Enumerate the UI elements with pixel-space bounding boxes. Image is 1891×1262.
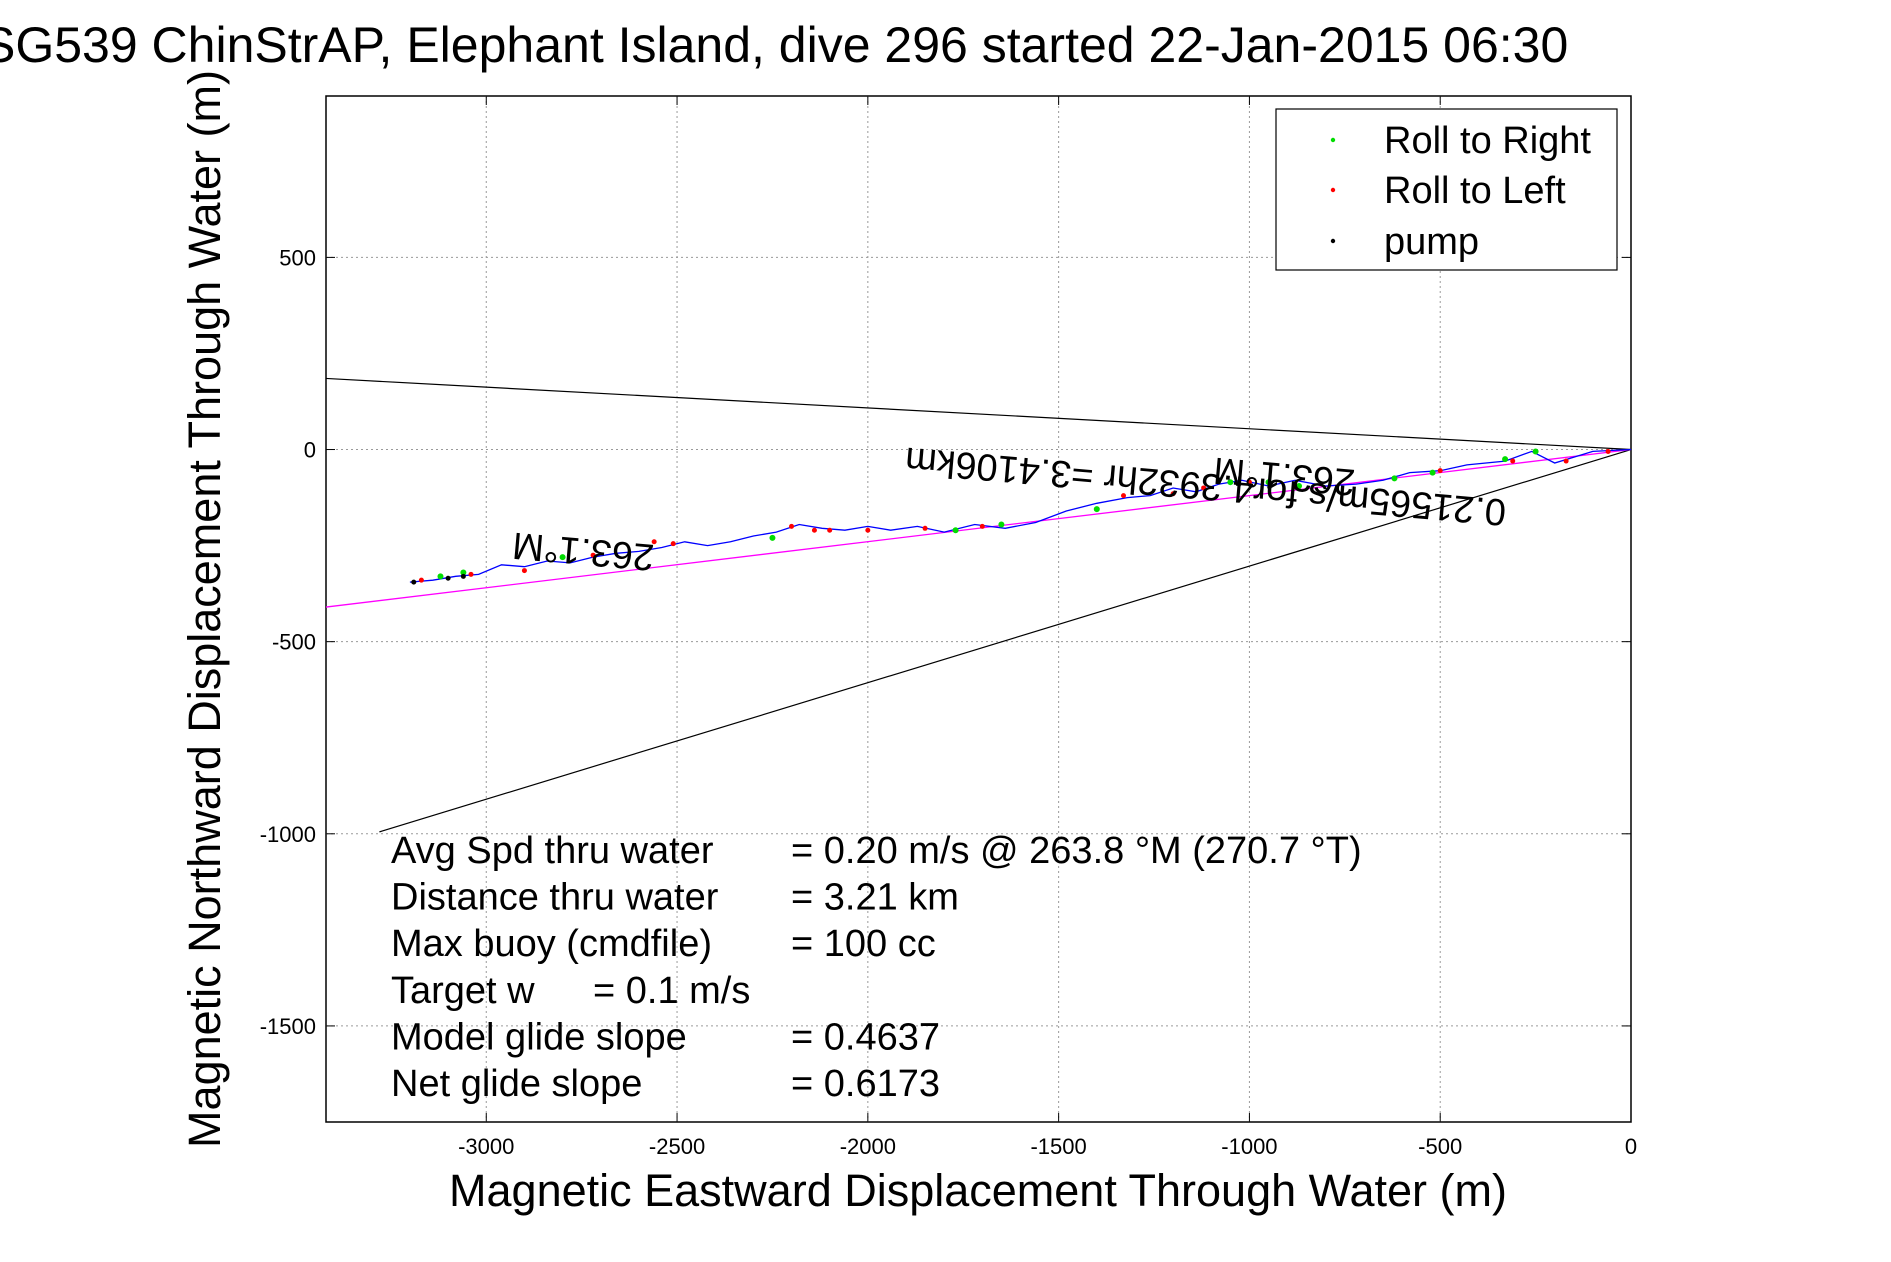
roll-left-point [1437,468,1443,474]
roll-left-point [418,577,424,583]
pump-point [445,575,451,581]
roll-right-point [1296,483,1303,490]
roll-right-point [952,527,959,534]
roll-left-point [670,541,676,547]
stat-value: = 0.4637 [791,1016,940,1058]
roll-left-point [827,527,833,533]
roll-right-point [559,554,566,561]
roll-left-point [1563,458,1569,464]
stat-value: = 0.6173 [791,1063,940,1105]
roll-left-point [979,523,985,529]
x-tick-label: -2500 [649,1134,705,1159]
track-line [409,448,1632,583]
stat-label: Distance thru water [391,877,719,919]
roll-right-point [1391,475,1398,482]
legend-marker-roll-right [1330,137,1336,143]
roll-left-point [1246,479,1252,485]
roll-left-point [521,568,527,574]
reference-lines [325,377,1632,833]
y-tick-label: 500 [279,245,316,270]
legend: Roll to Right Roll to Left pump [1275,108,1618,271]
roll-left-point [1170,491,1176,497]
stat-value: = 100 cc [791,923,936,965]
y-tick-label: -1500 [260,1014,316,1039]
legend-marker-pump [1330,238,1336,244]
upper-envelope-line [325,377,1632,451]
heading-line [325,448,1632,608]
y-tick-label: 0 [304,438,316,463]
roll-right-point [998,521,1005,528]
roll-right-point [1429,469,1436,476]
roll-left-point [1605,448,1611,454]
stat-label: Net glide slope [391,1063,642,1105]
roll-right-point [1227,479,1234,486]
roll-points [411,448,1611,585]
y-axis: 500 0 -500 -1000 -1500 [260,245,1631,1039]
x-axis: -3000 -2500 -2000 -1500 -1000 -500 0 [458,96,1637,1159]
x-tick-label: -1000 [1221,1134,1277,1159]
stat-value: = 0.1 m/s [593,970,750,1012]
x-axis-label: Magnetic Eastward Displacement Through W… [449,1165,1507,1216]
roll-left-point [1121,493,1126,499]
roll-right-point [1093,506,1100,513]
roll-left-point [811,527,817,533]
stat-value: = 3.21 km [791,877,959,919]
chart-title: SG539 ChinStrAP, Elephant Island, dive 2… [0,17,1568,73]
roll-right-point [1532,448,1539,455]
x-tick-label: 0 [1625,1134,1637,1159]
roll-left-point [789,523,795,529]
stats-annotation: Avg Spd thru water = 0.20 m/s @ 263.8 °M … [391,830,1362,1105]
legend-label-roll-right: Roll to Right [1384,120,1591,162]
x-tick-label: -3000 [458,1134,514,1159]
roll-left-point [865,527,871,533]
stat-label: Target w [391,970,535,1012]
legend-label-pump: pump [1384,221,1479,263]
legend-marker-roll-left [1330,187,1336,193]
x-tick-label: -1500 [1030,1134,1086,1159]
lower-envelope-line [379,448,1632,833]
legend-label-roll-left: Roll to Left [1384,170,1566,212]
pump-point [411,579,417,585]
pump-point [460,573,466,579]
roll-left-point [922,525,928,531]
stat-value: = 0.20 m/s @ 263.8 °M (270.7 °T) [791,830,1362,872]
y-tick-label: -500 [272,630,316,655]
stat-label: Model glide slope [391,1016,687,1058]
roll-right-point [460,569,467,576]
roll-right-point [437,573,444,580]
y-axis-label: Magnetic Northward Displacement Through … [179,70,230,1148]
x-tick-label: -2000 [840,1134,896,1159]
stat-label: Avg Spd thru water [391,830,714,872]
roll-right-point [1502,456,1509,463]
roll-left-point [1510,458,1516,464]
roll-right-point [769,534,776,541]
track-series [409,448,1632,583]
roll-left-point [651,539,657,545]
roll-left-point [1201,485,1207,491]
y-tick-label: -1000 [260,822,316,847]
stat-label: Max buoy (cmdfile) [391,923,712,965]
roll-left-point [468,571,474,577]
roll-right-point [1265,479,1272,486]
x-tick-label: -500 [1418,1134,1462,1159]
roll-left-point [590,552,596,558]
